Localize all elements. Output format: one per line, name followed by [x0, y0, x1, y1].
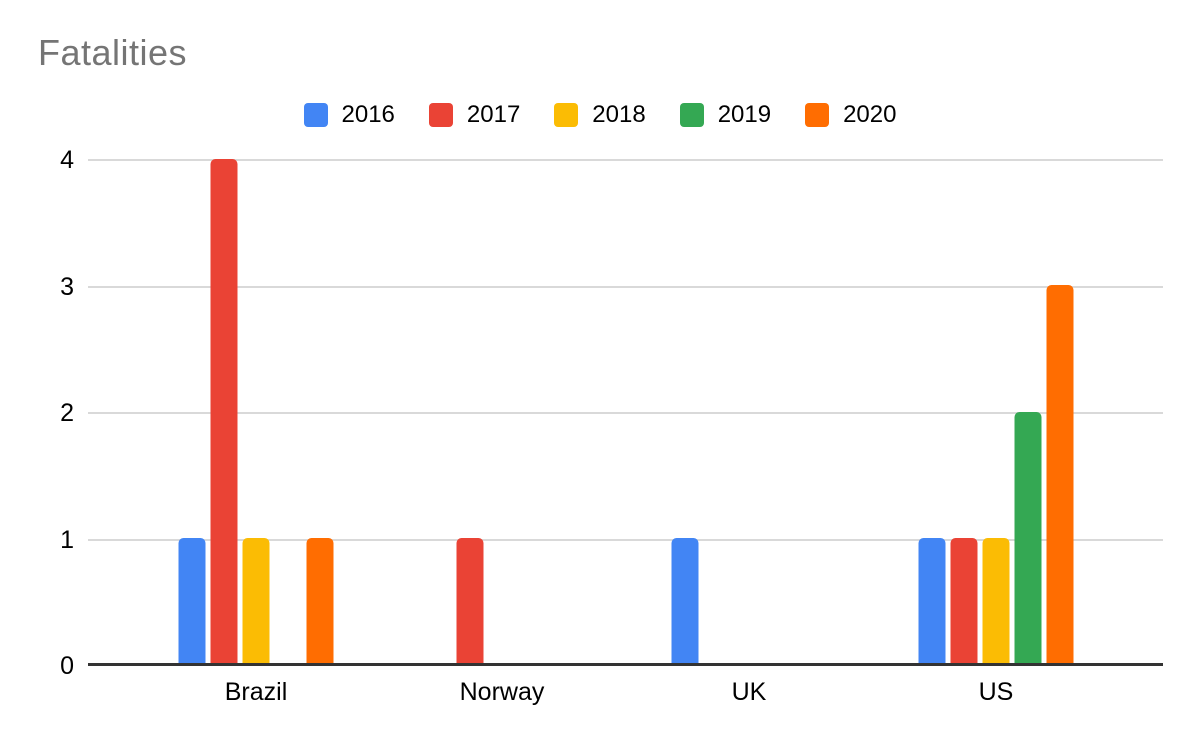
bar-slot-us-2018 — [982, 538, 1010, 665]
bar-brazil-2017 — [210, 159, 238, 665]
bar-slot-brazil-2018 — [242, 538, 270, 665]
bar-slot-brazil-2017 — [210, 159, 238, 665]
category-label-uk: UK — [731, 678, 767, 706]
bar-norway-2017 — [456, 538, 484, 665]
legend-label-2020: 2020 — [843, 101, 897, 128]
bar-slot-us-2016 — [918, 538, 946, 665]
y-axis-label-0: 0 — [60, 652, 74, 680]
legend-item-2019: 2019 — [679, 101, 772, 129]
legend-item-2016: 2016 — [303, 101, 395, 129]
y-axis-label-4: 4 — [60, 146, 74, 174]
y-axis-label-2: 2 — [60, 399, 74, 427]
legend-item-2020: 2020 — [805, 101, 896, 129]
legend-swatch-2018 — [554, 103, 579, 127]
legend-swatch-2016 — [303, 103, 328, 127]
gridline-4 — [88, 159, 1163, 161]
category-label-norway: Norway — [459, 678, 545, 706]
legend-label-2019: 2019 — [717, 101, 772, 128]
bar-uk-2016 — [671, 538, 699, 665]
category-label-brazil: Brazil — [224, 678, 288, 706]
bar-slot-brazil-2016 — [178, 538, 206, 665]
chart-legend: 2016 2017 2018 2019 2020 — [0, 101, 1200, 129]
bar-group-us — [918, 285, 1074, 665]
gridline-2 — [88, 412, 1163, 414]
y-axis-label-3: 3 — [60, 273, 74, 301]
bar-slot-us-2019 — [1014, 412, 1042, 665]
legend-item-2018: 2018 — [554, 101, 646, 129]
legend-label-2017: 2017 — [466, 101, 521, 128]
legend-swatch-2019 — [679, 103, 704, 127]
gridline-3 — [88, 286, 1163, 288]
bar-us-2016 — [918, 538, 946, 665]
x-axis-baseline — [88, 663, 1163, 666]
legend-swatch-2020 — [805, 103, 830, 127]
bar-brazil-2016 — [178, 538, 206, 665]
legend-label-2016: 2016 — [341, 101, 395, 128]
bar-slot-us-2017 — [950, 538, 978, 665]
legend-item-2017: 2017 — [428, 101, 521, 129]
y-axis-label-1: 1 — [60, 526, 74, 554]
bar-slot-norway-2017 — [456, 538, 484, 665]
bar-us-2019 — [1014, 412, 1042, 665]
legend-label-2018: 2018 — [592, 101, 646, 128]
category-label-us: US — [978, 678, 1014, 706]
legend-swatch-2017 — [428, 103, 453, 127]
bar-slot-us-2020 — [1046, 285, 1074, 665]
bar-group-norway — [425, 538, 580, 665]
bar-group-uk — [671, 538, 827, 665]
bar-us-2020 — [1046, 285, 1074, 665]
bar-us-2018 — [982, 538, 1010, 665]
bar-slot-brazil-2020 — [306, 538, 334, 665]
bar-slot-uk-2016 — [671, 538, 699, 665]
plot-area: 0 1 2 3 4 Brazil Norway UK US — [60, 146, 1163, 706]
bar-us-2017 — [950, 538, 978, 665]
bar-brazil-2020 — [306, 538, 334, 665]
bar-brazil-2018 — [242, 538, 270, 665]
gridline-1 — [88, 539, 1163, 541]
bar-group-brazil — [178, 159, 334, 665]
chart-title: Fatalities — [38, 32, 188, 73]
